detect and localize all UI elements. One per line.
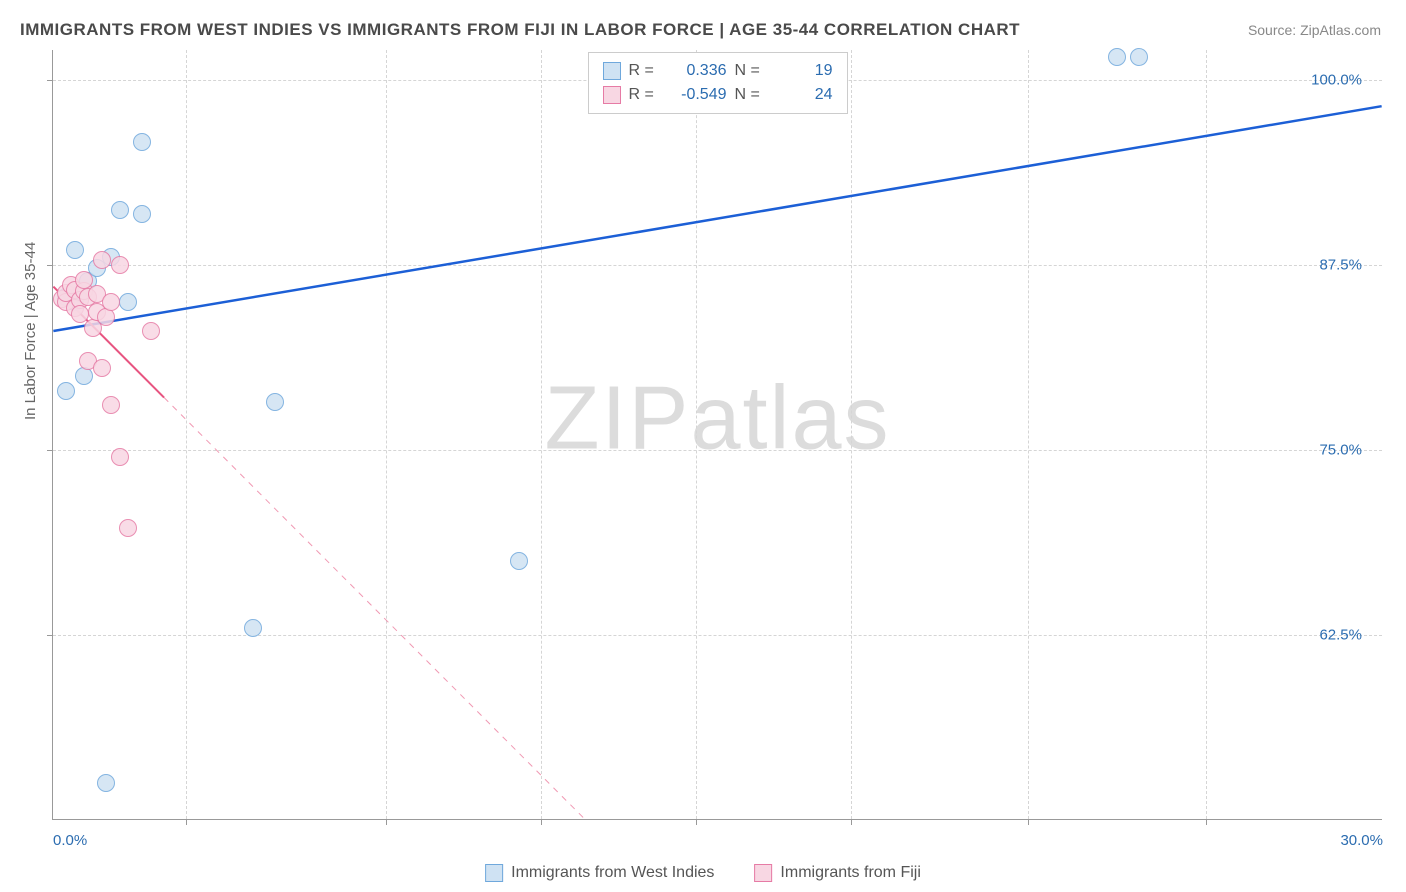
source-label: Source: ZipAtlas.com (1248, 22, 1381, 38)
scatter-point (66, 241, 84, 259)
legend-r-label: R = (629, 59, 659, 83)
gridline-v (541, 50, 542, 819)
y-tick-label: 75.0% (1319, 441, 1362, 458)
x-tick-label: 0.0% (53, 832, 87, 849)
scatter-point (119, 293, 137, 311)
scatter-point (71, 305, 89, 323)
scatter-point (75, 271, 93, 289)
y-tick-label: 87.5% (1319, 256, 1362, 273)
scatter-point (1130, 48, 1148, 66)
legend-swatch (485, 864, 503, 882)
legend-item-label: Immigrants from West Indies (511, 864, 714, 882)
legend-correlation: R = 0.336 N = 19 R = -0.549 N = 24 (588, 52, 848, 114)
scatter-point (133, 205, 151, 223)
legend-row: R = -0.549 N = 24 (603, 83, 833, 107)
legend-n-label: N = (735, 83, 765, 107)
y-tick-label: 62.5% (1319, 626, 1362, 643)
gridline-v (386, 50, 387, 819)
gridline-h (53, 265, 1382, 266)
gridline-v (1028, 50, 1029, 819)
legend-n-label: N = (735, 59, 765, 83)
gridline-h (53, 450, 1382, 451)
scatter-point (102, 396, 120, 414)
legend-n-value: 24 (773, 83, 833, 107)
watermark-atlas: atlas (690, 369, 890, 469)
legend-item: Immigrants from West Indies (485, 864, 714, 882)
scatter-point (1108, 48, 1126, 66)
scatter-point (102, 293, 120, 311)
scatter-point (111, 201, 129, 219)
legend-swatch (603, 86, 621, 104)
scatter-point (266, 393, 284, 411)
scatter-point (93, 359, 111, 377)
y-tick-label: 100.0% (1311, 71, 1362, 88)
legend-item-label: Immigrants from Fiji (780, 864, 920, 882)
trend-lines (53, 50, 1382, 819)
gridline-v (851, 50, 852, 819)
gridline-v (1206, 50, 1207, 819)
legend-swatch (603, 62, 621, 80)
chart-title: IMMIGRANTS FROM WEST INDIES VS IMMIGRANT… (20, 20, 1020, 40)
watermark: ZIPatlas (544, 368, 890, 471)
scatter-point (97, 774, 115, 792)
legend-row: R = 0.336 N = 19 (603, 59, 833, 83)
gridline-v (186, 50, 187, 819)
scatter-point (142, 322, 160, 340)
scatter-point (111, 448, 129, 466)
scatter-point (510, 552, 528, 570)
y-axis-label: In Labor Force | Age 35-44 (22, 242, 39, 420)
legend-item: Immigrants from Fiji (754, 864, 920, 882)
watermark-zip: ZIP (544, 369, 690, 469)
scatter-point (133, 133, 151, 151)
scatter-point (244, 619, 262, 637)
legend-series: Immigrants from West Indies Immigrants f… (485, 864, 921, 882)
legend-r-value: -0.549 (667, 83, 727, 107)
x-tick-label: 30.0% (1340, 832, 1383, 849)
scatter-point (111, 256, 129, 274)
gridline-v (696, 50, 697, 819)
scatter-point (93, 251, 111, 269)
legend-r-value: 0.336 (667, 59, 727, 83)
scatter-point (119, 519, 137, 537)
legend-n-value: 19 (773, 59, 833, 83)
legend-swatch (754, 864, 772, 882)
scatter-point (57, 382, 75, 400)
plot-area: ZIPatlas R = 0.336 N = 19 R = -0.549 N =… (52, 50, 1382, 820)
legend-r-label: R = (629, 83, 659, 107)
